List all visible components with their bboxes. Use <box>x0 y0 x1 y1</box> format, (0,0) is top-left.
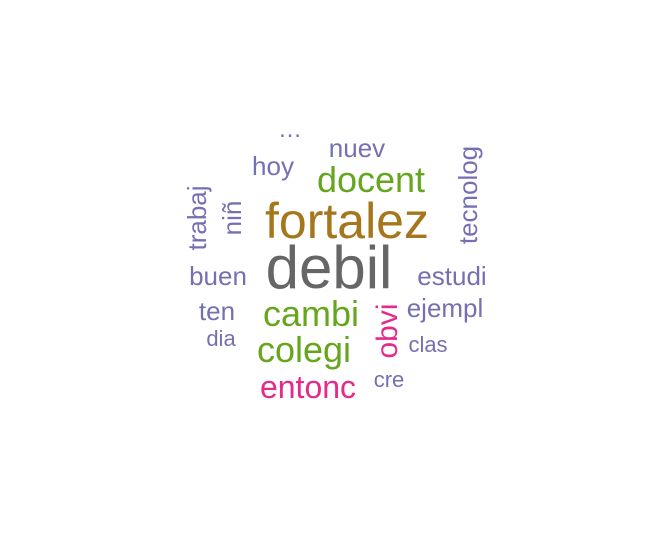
word-dia: dia <box>206 326 236 351</box>
word-docent: docent <box>316 159 426 200</box>
word-nuev: nuev <box>328 133 386 163</box>
word-debil: debil <box>265 234 393 301</box>
word-obvi: obvi <box>371 303 404 359</box>
word-entonc: entonc <box>259 369 357 405</box>
word-buen: buen <box>189 261 247 291</box>
word-nin: niñ <box>217 200 247 236</box>
word-cre: cre <box>373 367 405 392</box>
word-estudi: estudi <box>417 261 487 291</box>
word-colegi: colegi <box>256 329 352 370</box>
word-ejempl: ejempl <box>406 293 484 323</box>
word-fortalez: fortalez <box>265 193 429 249</box>
word-ten: ten <box>198 296 236 326</box>
word-hoy: hoy <box>252 151 294 181</box>
word-cambi: cambi <box>262 293 360 334</box>
word-ellipsis: … <box>278 116 302 143</box>
word-trabaj: trabaj <box>182 185 212 251</box>
word-tecnolog: tecnolog <box>453 145 483 245</box>
word-clas: clas <box>408 332 448 357</box>
